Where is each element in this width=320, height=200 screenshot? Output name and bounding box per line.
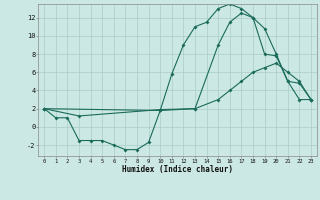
X-axis label: Humidex (Indice chaleur): Humidex (Indice chaleur) — [122, 165, 233, 174]
